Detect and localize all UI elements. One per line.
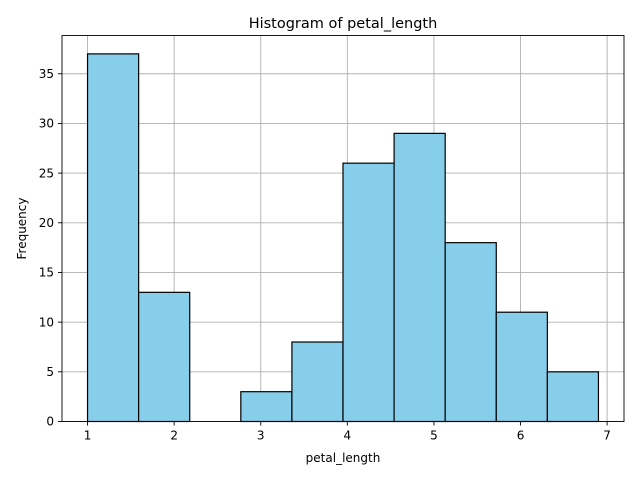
y-tick-label: 25 xyxy=(39,166,54,180)
x-tick-label: 6 xyxy=(517,429,525,443)
y-tick-label: 10 xyxy=(39,315,54,329)
x-axis-ticks: 1 2 3 4 5 6 7 xyxy=(84,421,611,443)
histogram-bar xyxy=(342,162,395,423)
x-tick-label: 1 xyxy=(84,429,92,443)
x-tick-label: 7 xyxy=(603,429,611,443)
y-axis-ticks: 0 5 10 15 20 25 30 35 xyxy=(39,67,62,429)
histogram-bar xyxy=(393,132,446,423)
y-tick-label: 15 xyxy=(39,266,54,280)
y-tick-label: 30 xyxy=(39,117,54,131)
x-axis-label: petal_length xyxy=(306,451,381,465)
y-tick-label: 20 xyxy=(39,216,54,230)
chart-title: Histogram of petal_length xyxy=(249,16,438,32)
histogram-bar xyxy=(495,311,548,423)
x-tick-label: 4 xyxy=(344,429,352,443)
x-tick-label: 5 xyxy=(430,429,438,443)
plot-frame xyxy=(61,35,625,422)
histogram-bar xyxy=(240,391,293,423)
y-axis-label: Frequency xyxy=(15,198,29,260)
x-tick-label: 3 xyxy=(257,429,265,443)
histogram-bar xyxy=(444,242,497,423)
histogram-bar xyxy=(546,371,600,423)
x-tick-label: 2 xyxy=(170,429,178,443)
histogram-bar xyxy=(138,291,191,423)
histogram-bar xyxy=(86,53,140,423)
y-tick-label: 5 xyxy=(46,365,54,379)
y-tick-label: 35 xyxy=(39,67,54,81)
histogram-bar xyxy=(291,341,344,423)
y-tick-label: 0 xyxy=(46,415,54,429)
histogram-bars xyxy=(86,53,600,423)
